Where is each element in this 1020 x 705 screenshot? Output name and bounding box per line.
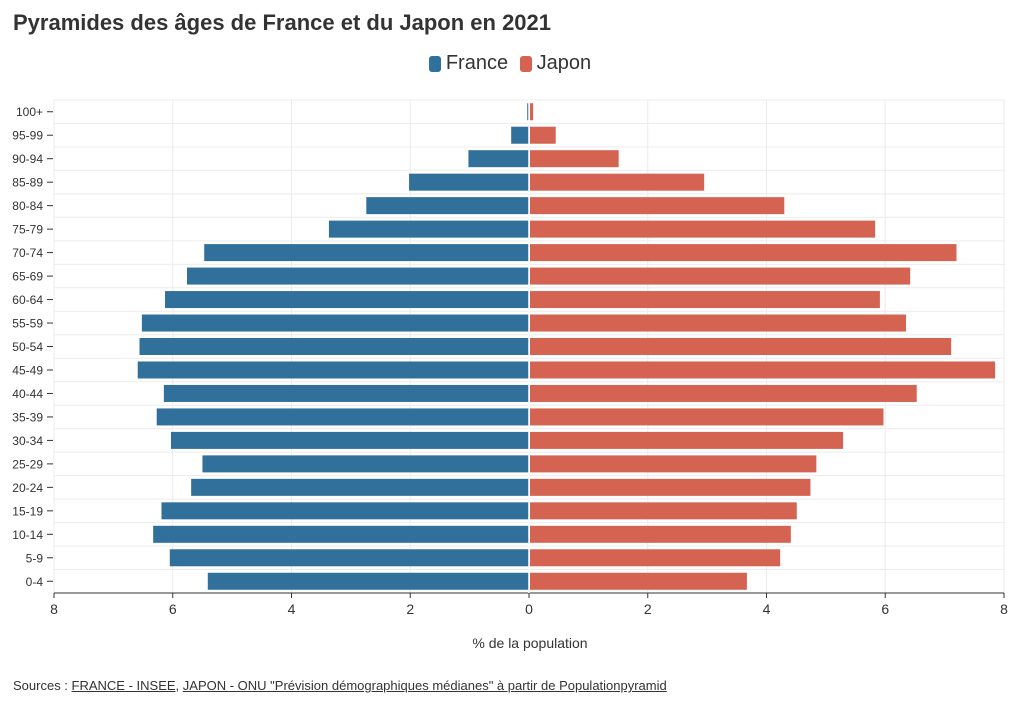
bar-france-90-94[interactable] [468, 150, 529, 168]
y-tick-label: 40-44 [12, 387, 43, 401]
bar-japon-10-14[interactable] [530, 525, 791, 543]
legend-label-japon: Japon [536, 52, 592, 74]
bar-france-25-29[interactable] [202, 455, 529, 473]
bar-france-40-44[interactable] [163, 384, 529, 402]
bar-japon-65-69[interactable] [530, 267, 911, 285]
bar-japon-80-84[interactable] [530, 197, 785, 215]
x-tick-label: 4 [288, 601, 296, 617]
y-tick-label: 70-74 [12, 246, 43, 260]
bar-japon-60-64[interactable] [530, 291, 880, 309]
bar-france-60-64[interactable] [165, 291, 529, 309]
source-link-insee[interactable]: FRANCE - INSEE [71, 678, 176, 693]
bar-france-20-24[interactable] [191, 478, 529, 496]
y-tick-label: 10-14 [12, 528, 43, 542]
y-tick-label: 35-39 [12, 410, 43, 424]
bar-france-10-14[interactable] [153, 525, 529, 543]
y-tick-label: 45-49 [12, 363, 43, 377]
x-tick-label: 2 [644, 601, 652, 617]
x-tick-label: 8 [1000, 601, 1008, 617]
y-tick-label: 75-79 [12, 223, 43, 237]
y-tick-label: 30-34 [12, 434, 43, 448]
source-link-onu[interactable]: JAPON - ONU "Prévision démographiques mé… [182, 678, 667, 693]
bar-france-100+[interactable] [527, 103, 529, 121]
bar-japon-55-59[interactable] [530, 314, 907, 332]
x-axis-label: % de la population [472, 635, 587, 651]
y-tick-label: 100+ [16, 105, 43, 119]
chart-title: Pyramides des âges de France et du Japon… [13, 10, 552, 35]
bar-japon-0-4[interactable] [530, 572, 747, 590]
legend-item-japon[interactable]: Japon [519, 52, 592, 75]
x-tick-label: 8 [50, 601, 58, 617]
legend-swatch-france [428, 55, 441, 72]
y-tick-label: 85-89 [12, 176, 43, 190]
bar-japon-85-89[interactable] [530, 173, 705, 191]
bar-france-65-69[interactable] [187, 267, 529, 285]
bar-japon-95-99[interactable] [530, 126, 556, 144]
bar-japon-50-54[interactable] [530, 338, 952, 355]
bar-japon-40-44[interactable] [530, 384, 917, 402]
bar-france-80-84[interactable] [366, 197, 529, 215]
sources-separator: , [175, 678, 183, 693]
bar-france-35-39[interactable] [156, 408, 529, 426]
x-tick-label: 2 [406, 601, 414, 617]
pyramid-chart: 8 6 4 2 0 2 4 6 8 100+ 95-99 90-94 85-89 80-84 75-79 70… [12, 99, 1008, 651]
y-tick-label: 55-59 [12, 317, 43, 331]
y-tick-label: 60-64 [12, 293, 43, 307]
x-tick-label: 4 [763, 601, 771, 617]
x-tick-label: 6 [169, 601, 177, 617]
bar-france-95-99[interactable] [511, 126, 529, 144]
bar-japon-20-24[interactable] [530, 478, 811, 496]
y-tick-label: 65-69 [12, 270, 43, 284]
x-tick-label: 0 [525, 601, 533, 617]
bars-layer [137, 103, 996, 590]
y-tick-label: 15-19 [12, 504, 43, 518]
legend-swatch-japon [519, 55, 532, 72]
y-tick-label: 25-29 [12, 457, 43, 471]
y-tick-label: 90-94 [12, 152, 43, 166]
x-tick-label: 6 [881, 601, 889, 617]
axis-layer: 8 6 4 2 0 2 4 6 8 100+ 95-99 90-94 85-89 80-84 75-79 70… [12, 100, 1008, 617]
legend-item-france[interactable]: France [428, 52, 509, 75]
bar-japon-15-19[interactable] [530, 502, 797, 520]
y-tick-label: 0-4 [26, 575, 44, 589]
bar-japon-75-79[interactable] [530, 220, 876, 238]
y-tick-label: 5-9 [26, 551, 44, 565]
bar-japon-5-9[interactable] [530, 549, 781, 567]
y-tick-label: 20-24 [12, 481, 43, 495]
bar-france-15-19[interactable] [161, 502, 529, 520]
bar-france-70-74[interactable] [204, 244, 529, 262]
bar-japon-25-29[interactable] [530, 455, 817, 473]
bar-japon-35-39[interactable] [530, 408, 884, 426]
bar-france-50-54[interactable] [139, 338, 530, 355]
bar-france-45-49[interactable] [137, 361, 529, 379]
bar-japon-70-74[interactable] [530, 244, 957, 262]
bar-japon-30-34[interactable] [530, 431, 844, 449]
bar-france-85-89[interactable] [409, 173, 529, 191]
sources-note: Sources : FRANCE - INSEE, JAPON - ONU "P… [13, 678, 667, 693]
y-tick-label: 80-84 [12, 199, 43, 213]
bar-france-55-59[interactable] [141, 314, 529, 332]
sources-prefix: Sources : [13, 678, 72, 693]
y-tick-label: 50-54 [12, 340, 43, 354]
bar-france-75-79[interactable] [328, 220, 529, 238]
legend: France Japon [0, 52, 1020, 78]
y-tick-label: 95-99 [12, 129, 43, 143]
bar-japon-45-49[interactable] [530, 361, 996, 379]
bar-france-0-4[interactable] [207, 572, 529, 590]
bar-japon-100+[interactable] [530, 103, 534, 121]
bar-japon-90-94[interactable] [530, 150, 619, 168]
bar-france-5-9[interactable] [169, 549, 529, 567]
legend-label-france: France [445, 52, 509, 74]
bar-france-30-34[interactable] [170, 431, 529, 449]
